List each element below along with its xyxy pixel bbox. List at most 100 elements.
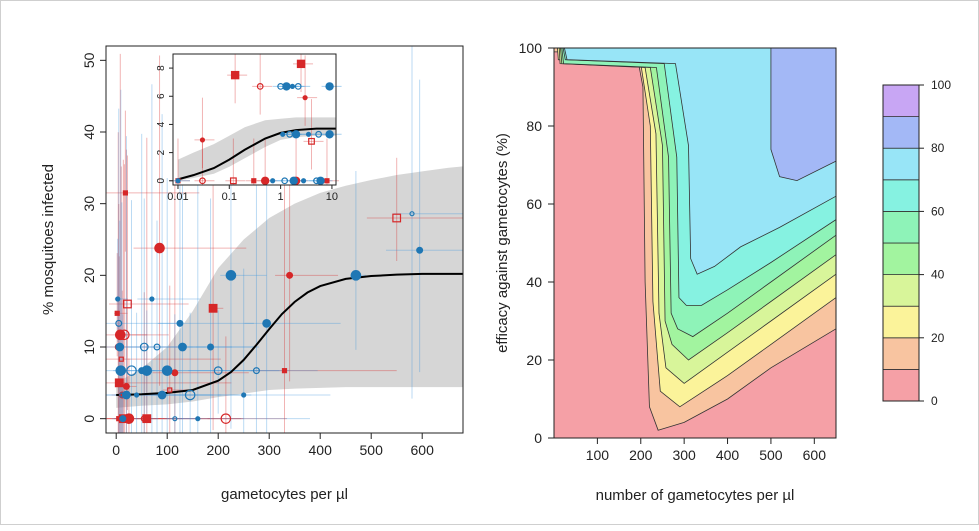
inset-point-blue bbox=[316, 176, 325, 185]
inset-point-blue bbox=[175, 178, 181, 184]
y-tick-label: 100 bbox=[519, 40, 543, 56]
data-point-blue bbox=[115, 365, 127, 376]
inset-point-red bbox=[324, 178, 330, 184]
data-point-blue bbox=[416, 246, 424, 254]
inset-point-blue bbox=[280, 131, 286, 137]
colorbar-swatch bbox=[882, 210, 920, 244]
contour-region bbox=[770, 47, 837, 182]
y-tick-label: 0 bbox=[81, 415, 97, 423]
data-point-red bbox=[281, 368, 288, 374]
inset-x-tick-label: 10 bbox=[326, 191, 338, 203]
data-point-blue bbox=[126, 365, 137, 376]
data-point-red bbox=[123, 299, 132, 309]
data-point-blue bbox=[115, 319, 123, 327]
data-point-blue bbox=[195, 416, 201, 422]
y-tick-label: 80 bbox=[526, 118, 542, 134]
colorbar-tick-label: 80 bbox=[931, 141, 945, 155]
data-point-red bbox=[122, 190, 128, 196]
data-point-blue bbox=[172, 416, 178, 422]
inset-fit-curve bbox=[177, 127, 336, 181]
inset-point-blue bbox=[305, 131, 312, 137]
colorbar-tick-label: 20 bbox=[931, 331, 945, 345]
inset-point-blue bbox=[325, 82, 334, 91]
data-point-blue bbox=[241, 392, 247, 398]
y-tick-label: 30 bbox=[81, 196, 97, 212]
data-point-blue bbox=[350, 270, 362, 281]
data-point-red bbox=[114, 329, 126, 341]
y-tick-label: 50 bbox=[81, 52, 97, 68]
data-point-blue bbox=[115, 342, 125, 352]
data-point-red bbox=[142, 414, 152, 424]
colorbar-tick-label: 40 bbox=[931, 268, 945, 282]
colorbar-swatch bbox=[882, 179, 920, 212]
data-point-red bbox=[208, 303, 218, 313]
inset-point-red bbox=[260, 176, 270, 185]
data-point-blue bbox=[141, 365, 153, 376]
data-point-blue bbox=[225, 270, 237, 281]
y-tick-label: 40 bbox=[81, 124, 97, 140]
x-tick-label: 200 bbox=[207, 442, 231, 458]
inset-point-red bbox=[251, 178, 257, 184]
x-tick-label: 0 bbox=[112, 442, 120, 458]
y-tick-label: 20 bbox=[81, 267, 97, 283]
y-tick-label: 60 bbox=[526, 196, 542, 212]
inset-point-blue bbox=[294, 82, 302, 90]
colorbar-swatch bbox=[882, 337, 920, 370]
colorbar-swatch bbox=[882, 274, 920, 307]
inset-point-red bbox=[229, 177, 237, 185]
inset-x-tick-label: 0.01 bbox=[167, 191, 188, 203]
data-point-red bbox=[220, 413, 232, 424]
y-tick-label: 20 bbox=[526, 352, 542, 368]
colorbar-tick-label: 0 bbox=[931, 394, 938, 408]
x-tick-label: 100 bbox=[156, 442, 180, 458]
colorbar-tick-label: 100 bbox=[931, 78, 951, 92]
data-point-red bbox=[114, 378, 124, 388]
y-axis-label: efficacy against gametocytes (%) bbox=[494, 133, 511, 353]
data-point-red bbox=[167, 387, 173, 393]
inset-point-blue bbox=[289, 83, 296, 89]
data-point-red bbox=[171, 369, 179, 377]
inset-y-tick-label: 6 bbox=[156, 93, 167, 99]
data-point-blue bbox=[207, 343, 215, 351]
data-point-blue bbox=[184, 389, 196, 401]
inset-point-blue bbox=[291, 130, 301, 139]
data-point-blue bbox=[134, 392, 140, 398]
x-axis-label: gametocytes per µl bbox=[221, 486, 348, 503]
x-tick-label: 400 bbox=[716, 447, 740, 463]
data-point-red bbox=[154, 242, 165, 254]
inset-point-red bbox=[296, 59, 306, 69]
data-point-red bbox=[114, 310, 120, 316]
y-axis-label: % mosquitoes infected bbox=[40, 164, 57, 315]
data-point-red bbox=[286, 271, 294, 279]
colorbar-swatch bbox=[882, 305, 920, 339]
data-point-red bbox=[118, 356, 124, 362]
data-point-blue bbox=[157, 390, 167, 400]
inset-border bbox=[172, 53, 337, 186]
colorbar-swatch bbox=[882, 116, 920, 149]
inset-point-blue bbox=[270, 178, 276, 184]
colorbar-frame bbox=[882, 84, 920, 402]
data-point-blue bbox=[213, 366, 223, 376]
inset-y-tick-label: 0 bbox=[156, 178, 167, 184]
inset-point-red bbox=[230, 70, 240, 80]
inset-x-tick-label: 1 bbox=[278, 191, 284, 203]
y-tick-label: 10 bbox=[81, 339, 97, 355]
x-tick-label: 100 bbox=[586, 447, 610, 463]
inset-y-tick-label: 4 bbox=[156, 121, 167, 127]
inset-y-tick-label: 2 bbox=[156, 149, 167, 155]
fit-curve bbox=[116, 272, 463, 397]
data-point-blue bbox=[115, 296, 121, 302]
x-tick-label: 300 bbox=[258, 442, 282, 458]
colorbar-swatch bbox=[882, 147, 920, 181]
inset-point-red bbox=[199, 177, 206, 185]
plot-frame bbox=[105, 45, 464, 434]
inset-y-tick-label: 8 bbox=[156, 65, 167, 71]
x-tick-label: 600 bbox=[411, 442, 435, 458]
inset-x-tick-label: 0.1 bbox=[222, 191, 237, 203]
inset-point-blue bbox=[282, 82, 291, 91]
data-point-red bbox=[392, 213, 402, 223]
scatter-panel: 0 100 200 300 400 500 60001020304050gametocyte… bbox=[40, 45, 464, 503]
y-tick-label: 40 bbox=[526, 274, 542, 290]
